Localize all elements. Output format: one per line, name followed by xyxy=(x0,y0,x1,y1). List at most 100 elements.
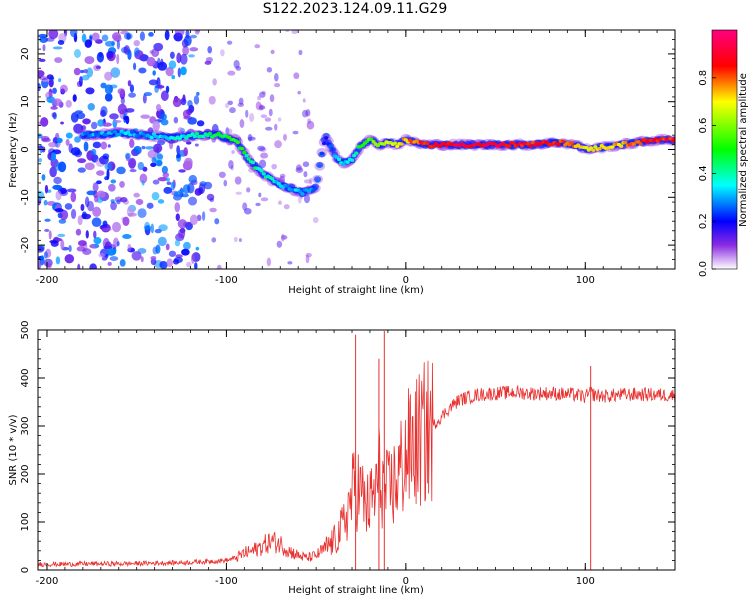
spectrogram-noise-blob xyxy=(146,202,154,209)
spectrogram-x-axis-label: Height of straight line (km) xyxy=(288,285,424,296)
spectrogram-noise-blob xyxy=(211,237,217,243)
spectrogram-noise-blob xyxy=(104,163,113,171)
spectrogram-ridge-point xyxy=(556,142,561,146)
spectrogram-noise-blob xyxy=(123,32,133,40)
spectrogram-noise-blob xyxy=(137,161,145,171)
spectrogram-noise-blob xyxy=(208,95,216,105)
spectrogram-noise-blob xyxy=(227,100,233,106)
spectrogram-noise-blob xyxy=(48,230,52,240)
spectrogram-noise-blob xyxy=(209,207,217,213)
spectrogram-ridge-point xyxy=(528,144,533,148)
spectrogram-noise-blob xyxy=(152,179,160,185)
spectrogram-ridge-point xyxy=(444,143,449,148)
spectrogram-noise-blob xyxy=(306,120,315,130)
spectrogram-ridge-point xyxy=(242,150,247,155)
spectrogram-noise-blob xyxy=(151,157,157,163)
spectrogram-noise-blob xyxy=(110,179,117,184)
spectrogram-noise-blob xyxy=(216,264,222,269)
spectrogram-ridge-point xyxy=(201,134,206,139)
spectrogram-noise-blob xyxy=(161,165,168,174)
spectrogram-noise-blob xyxy=(41,174,46,181)
spectrogram-noise-blob xyxy=(99,155,109,165)
spectrogram-ridge-point xyxy=(623,140,628,145)
spectrogram-noise-blob xyxy=(257,95,261,101)
spectrogram-noise-blob xyxy=(83,141,89,152)
spectrogram-noise-blob xyxy=(148,79,158,86)
spectrogram-noise-blob xyxy=(90,121,98,130)
spectrogram-noise-blob xyxy=(77,167,86,173)
spectrogram-noise-blob xyxy=(93,237,102,245)
spectrogram-noise-blob xyxy=(194,30,200,35)
spectrogram-noise-blob xyxy=(48,30,59,40)
spectrogram-noise-blob xyxy=(239,119,245,128)
spectrogram-noise-blob xyxy=(53,176,62,185)
spectrogram-noise-blob xyxy=(258,159,267,169)
spectrogram-noise-blob xyxy=(160,90,169,102)
spectrogram-noise-blob xyxy=(75,228,82,236)
spectrogram-noise-blob xyxy=(188,174,198,184)
spectrogram-noise-blob xyxy=(108,183,116,192)
spectrogram-noise-blob xyxy=(183,241,191,250)
spectrogram-ridge-point xyxy=(354,146,363,153)
spectrogram-noise-blob xyxy=(165,66,174,77)
spectrogram-ridge-point xyxy=(270,177,275,181)
spectrogram-noise-blob xyxy=(278,200,282,205)
spectrogram-noise-blob xyxy=(166,177,170,183)
spectrogram-noise-blob xyxy=(173,116,179,124)
spectrogram-noise-blob xyxy=(187,100,193,108)
colorbar-tick-label: 0.4 xyxy=(698,165,709,181)
spectrogram-noise-blob xyxy=(59,209,69,221)
spectrogram-noise-blob xyxy=(160,119,169,126)
spectrogram-ridge-point xyxy=(190,132,195,136)
spectrogram-noise-blob xyxy=(280,233,285,242)
spectrogram-noise-blob xyxy=(298,49,303,56)
spectrogram-noise-blob xyxy=(52,46,63,50)
spectrogram-noise-blob xyxy=(92,141,102,149)
spectrogram-noise-blob xyxy=(65,132,73,139)
spectrogram-noise-blob xyxy=(195,246,200,251)
spectrogram-noise-blob xyxy=(89,263,97,269)
spectrogram-ridge-point xyxy=(593,145,598,149)
spectrogram-noise-blob xyxy=(302,109,309,118)
spectrogram-noise-blob xyxy=(86,190,96,196)
spectrogram-noise-blob xyxy=(125,152,131,160)
spectrogram-noise-blob xyxy=(127,243,132,252)
spectrogram-noise-blob xyxy=(39,255,45,266)
spectrogram-ridge-point xyxy=(591,148,596,152)
snr-y-axis-label: SNR (10 * v/v) xyxy=(8,414,19,485)
spectrogram-noise-blob xyxy=(64,203,73,210)
spectrogram-noise-blob xyxy=(122,216,130,227)
spectrogram-noise-blob xyxy=(73,49,81,58)
spectrogram-noise-blob xyxy=(52,98,63,107)
spectrogram-noise-blob xyxy=(44,184,49,194)
spectrogram-noise-blob xyxy=(84,196,90,208)
spectrogram-noise-blob xyxy=(77,158,87,164)
colorbar-label: Normalized spectral amplitude xyxy=(738,73,749,227)
spectrogram-noise-blob xyxy=(46,262,51,268)
spectrogram-noise-blob xyxy=(157,199,165,204)
spectrogram-noise-blob xyxy=(98,252,105,258)
snr-y-tick-label: 100 xyxy=(20,512,31,531)
spectrogram-noise-blob xyxy=(150,258,157,266)
spectrogram-noise-blob xyxy=(139,173,148,184)
spectrogram-noise-blob xyxy=(47,189,52,193)
spectrogram-noise-blob xyxy=(249,113,255,122)
spectrogram-noise-blob xyxy=(279,173,286,179)
spectrogram-noise-blob xyxy=(137,208,147,219)
spectrogram-noise-blob xyxy=(160,58,164,68)
spectrogram-noise-blob xyxy=(260,152,269,159)
spectrogram-noise-blob xyxy=(83,69,88,74)
spectrogram-noise-blob xyxy=(111,32,122,41)
spectrogram-noise-blob xyxy=(133,39,140,47)
spectrogram-noise-blob xyxy=(150,162,157,167)
spectrogram-noise-blob xyxy=(82,118,91,125)
spectrogram-noise-blob xyxy=(72,94,77,102)
spectrogram-noise-blob xyxy=(196,120,205,127)
spectrogram-noise-blob xyxy=(226,40,233,45)
spectrogram-ridge-point xyxy=(317,164,322,168)
spectrogram-noise-blob xyxy=(140,256,144,263)
spectrogram-noise-blob xyxy=(143,92,153,97)
spectrogram-noise-blob xyxy=(172,97,182,108)
spectrogram-noise-blob xyxy=(170,181,176,191)
spectrogram-noise-blob xyxy=(242,202,248,211)
